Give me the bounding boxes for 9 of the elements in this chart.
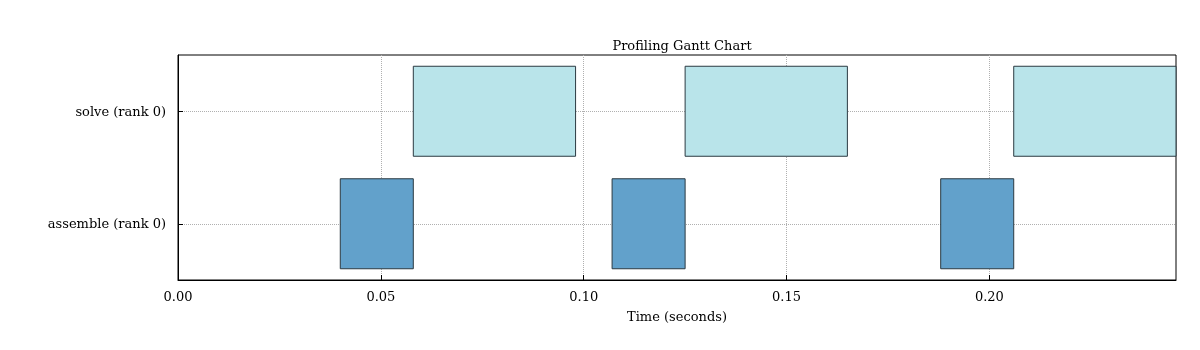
chart-title: Profiling Gantt Chart <box>612 38 753 53</box>
y-tick-label: assemble (rank 0) <box>47 216 166 232</box>
x-tick-label: 0.10 <box>569 289 599 304</box>
y-tick-label: solve (rank 0) <box>75 103 166 119</box>
x-tick-label: 0.20 <box>974 289 1004 304</box>
x-tick-label: 0.15 <box>772 289 802 304</box>
x-tick-label: 0.05 <box>366 289 396 304</box>
x-tick-label: 0.00 <box>163 289 193 304</box>
x-axis-title: Time (seconds) <box>627 309 727 324</box>
